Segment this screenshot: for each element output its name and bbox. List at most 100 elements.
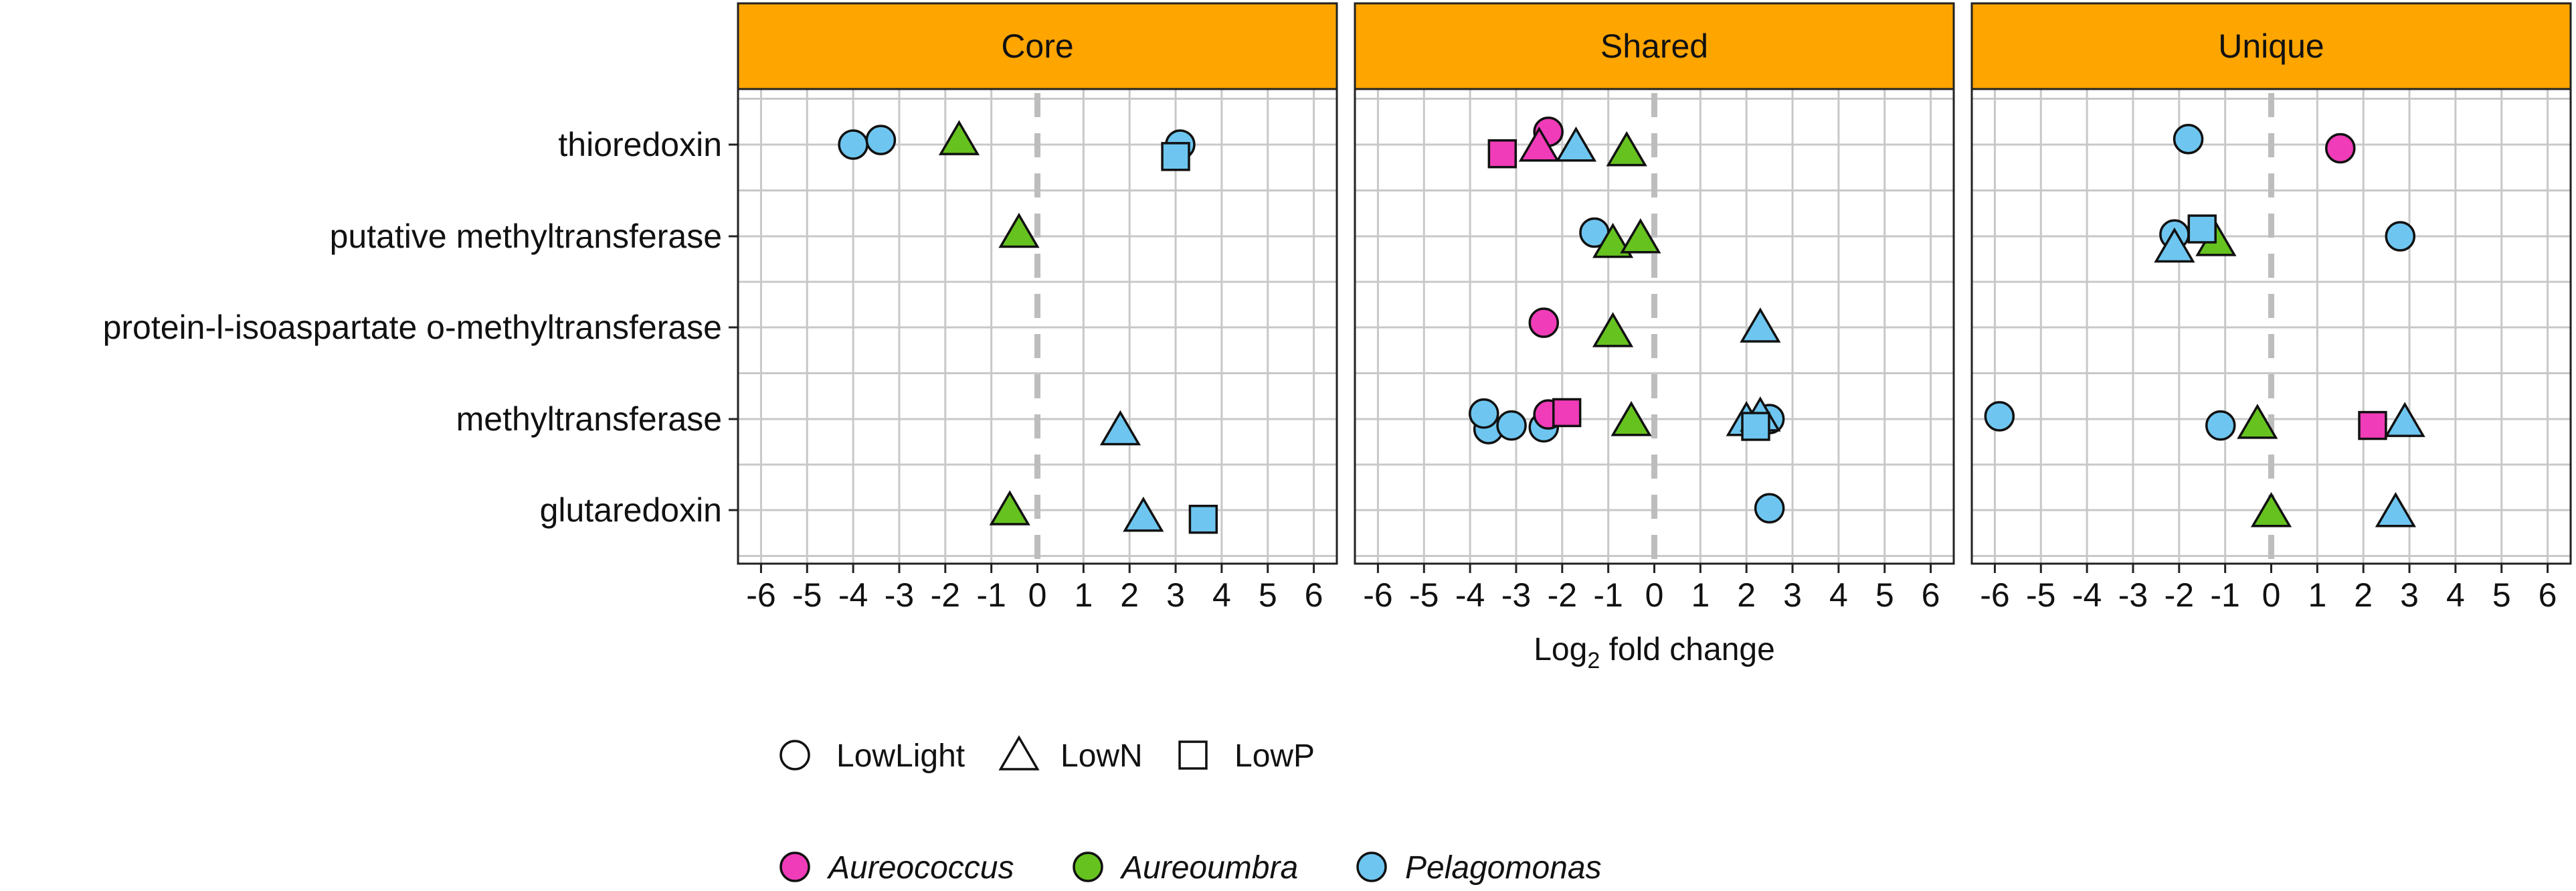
facet-strip: [1354, 2, 1955, 90]
point-aureoumbra-lown: [2250, 492, 2292, 528]
x-tick-label: -2: [931, 576, 960, 614]
x-tick-label: 2: [1120, 576, 1139, 614]
point-pelagomonas-lowp: [1188, 505, 1218, 534]
legend-label-lown: LowN: [1061, 738, 1143, 774]
point-pelagomonas-lowlight: [865, 125, 897, 155]
legend-label-pelagomonas: Pelagomonas: [1405, 850, 1602, 886]
point-pelagomonas-lown: [1740, 307, 1781, 343]
point-pelagomonas-lown: [1555, 127, 1597, 162]
point-pelagomonas-lown: [1123, 496, 1164, 532]
point-aureoumbra-lown: [938, 120, 980, 155]
legend-key-lown: [998, 735, 1040, 771]
x-tick-label: -5: [1409, 576, 1439, 614]
x-tick-label: 5: [1259, 576, 1277, 614]
legend-color: Aureococcus Aureoumbra Pelagomonas: [779, 850, 1602, 886]
legend-key-aureococcus: [779, 852, 810, 882]
x-tick-label: -6: [746, 576, 775, 614]
x-tick-label: 0: [2262, 576, 2281, 614]
point-pelagomonas-lowlight: [1469, 398, 1499, 429]
point-pelagomonas-lowlight: [1984, 401, 2015, 432]
x-tick-label: 3: [1783, 576, 1802, 614]
point-pelagomonas-lown: [2375, 492, 2416, 528]
point-aureococcus-lowp: [1552, 398, 1582, 428]
x-tick-label: 0: [1028, 576, 1047, 614]
y-tick-label-putative-methyltransferase: putative methyltransferase: [330, 218, 722, 255]
facet-title-core: Core: [1001, 27, 1073, 65]
facet-strip: [737, 2, 1338, 90]
facet-shared: Shared -6 -5 -4 -3 -2 -1 0 1 2 3 4 5 6: [1354, 2, 1955, 614]
point-pelagomonas-lown: [2384, 402, 2425, 437]
point-pelagomonas-lowlight: [2385, 221, 2416, 252]
point-pelagomonas-lown: [1099, 410, 1141, 446]
x-tick-label: -5: [2026, 576, 2055, 614]
x-tick-label: 6: [1305, 576, 1323, 614]
y-tick-label-methyltransferase: methyltransferase: [456, 400, 722, 438]
x-tick-label: -2: [2165, 576, 2194, 614]
x-tick-label: -4: [2072, 576, 2102, 614]
x-tick-label: -1: [2210, 576, 2239, 614]
legend-label-lowp: LowP: [1234, 738, 1315, 774]
x-tick-label: 5: [1875, 576, 1894, 614]
x-tick-label: 2: [2354, 576, 2373, 614]
point-aureococcus-lown: [1518, 127, 1560, 162]
facet-title-shared: Shared: [1600, 27, 1708, 65]
x-tick-label: 3: [2400, 576, 2419, 614]
facet-title-unique: Unique: [2218, 27, 2324, 65]
x-tick-label: -4: [838, 576, 868, 614]
point-aureococcus-lowp: [1487, 139, 1517, 169]
x-tick-label: 4: [1829, 576, 1848, 614]
point-aureococcus-lowlight: [1528, 307, 1560, 338]
x-tick-label: 1: [1691, 576, 1710, 614]
x-axis-label: Log2 fold change: [1534, 632, 1775, 673]
point-pelagomonas-lowlight: [1754, 493, 1785, 524]
point-aureoumbra-lown: [1611, 401, 1652, 436]
point-pelagomonas-lowp: [1741, 412, 1770, 441]
legend-key-aureoumbra: [1073, 852, 1103, 882]
y-axis-gene-labels: thioredoxin putative methyltransferase pro…: [103, 126, 738, 529]
x-tick-label: -3: [2118, 576, 2148, 614]
legend-label-aureoumbra: Aureoumbra: [1119, 850, 1298, 886]
facet-core: Core -6 -5 -4 -3 -2 -1 0 1 2 3 4 5 6: [737, 2, 1338, 614]
x-tick-label: 4: [1212, 576, 1231, 614]
point-pelagomonas-lowlight: [2173, 124, 2204, 155]
x-tick-label: -3: [885, 576, 914, 614]
x-tick-label: 5: [2492, 576, 2511, 614]
x-tick-label: 6: [1922, 576, 1940, 614]
point-aureococcus-lowlight: [2325, 133, 2356, 164]
point-aureoumbra-lown: [1592, 312, 1634, 347]
point-pelagomonas-lowp: [1161, 142, 1190, 171]
x-axis-title: Log2 fold change: [1534, 632, 1775, 673]
x-tick-label: -2: [1548, 576, 1577, 614]
x-tick-label: 3: [1166, 576, 1185, 614]
legend-key-lowlight: [779, 740, 810, 771]
x-tick-label: -3: [1501, 576, 1531, 614]
y-tick-label-protein-l-isoaspartate-o-methyltransferase: protein-l-isoaspartate o-methyltransfera…: [103, 309, 722, 346]
x-tick-label: -1: [976, 576, 1006, 614]
legend-key-pelagomonas: [1356, 852, 1387, 882]
legend-label-lowlight: LowLight: [836, 738, 965, 774]
point-aureoumbra-lown: [2237, 404, 2278, 439]
y-tick-label-thioredoxin: thioredoxin: [558, 126, 722, 163]
facet-strip: [1970, 2, 2572, 90]
x-tick-label: -6: [1363, 576, 1392, 614]
point-aureoumbra-lown: [1620, 218, 1661, 254]
point-pelagomonas-lowlight: [838, 129, 868, 160]
facet-unique: Unique -6 -5 -4 -3 -2 -1 0 1 2 3 4 5 6: [1970, 2, 2572, 614]
x-tick-label: -1: [1593, 576, 1623, 614]
point-aureoumbra-lown: [998, 212, 1040, 248]
point-pelagomonas-lowp: [2187, 214, 2217, 244]
x-tick-label: 2: [1737, 576, 1756, 614]
legend-shape: LowLight LowN LowP: [779, 735, 1315, 774]
x-tick-label: 1: [1074, 576, 1093, 614]
point-aureoumbra-lown: [989, 490, 1030, 525]
y-tick-label-glutaredoxin: glutaredoxin: [540, 491, 722, 529]
point-aureococcus-lowp: [2358, 410, 2387, 440]
x-tick-label: 1: [2308, 576, 2326, 614]
x-tick-label: 0: [1645, 576, 1664, 614]
legend-key-lowp: [1178, 740, 1208, 770]
x-tick-label: -6: [1980, 576, 2009, 614]
point-aureoumbra-lown: [1606, 131, 1647, 167]
x-tick-label: 6: [2539, 576, 2557, 614]
